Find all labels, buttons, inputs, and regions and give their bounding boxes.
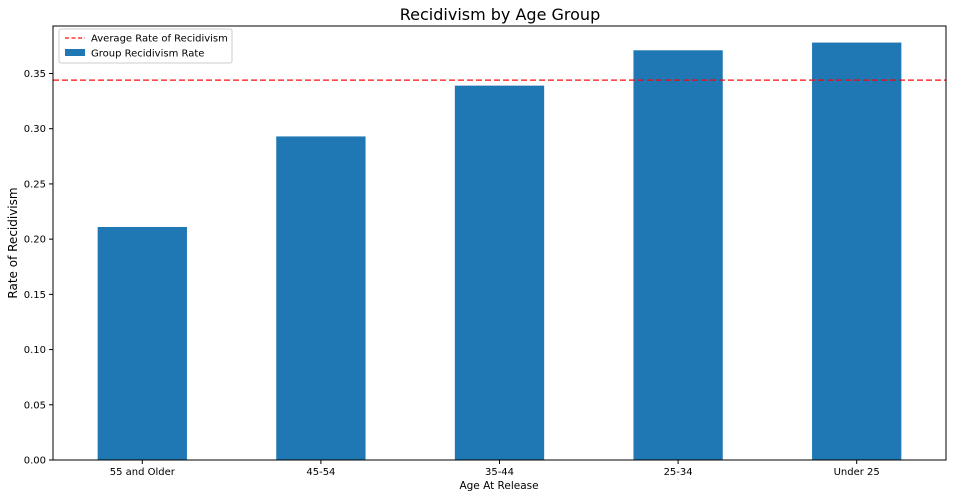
legend: Average Rate of Recidivism Group Recidivi… [58,28,233,64]
bar-3 [633,50,723,460]
bar-2 [454,85,545,460]
legend-label-average: Average Rate of Recidivism [91,34,228,45]
chart-title: Recidivism by Age Group [400,5,600,24]
y-tick-label-3: 0.15 [24,290,46,301]
y-tick-label-1: 0.05 [24,400,46,411]
y-axis-label: Rate of Recidivism [6,187,20,298]
x-tick-label-1: 45-54 [306,467,335,478]
y-tick-label-5: 0.25 [24,179,46,190]
bar-4 [812,42,902,461]
y-tick-label-2: 0.10 [24,345,46,356]
bar-0 [97,226,187,460]
legend-box [58,28,233,64]
x-tick-label-4: Under 25 [834,467,880,478]
y-tick-label-6: 0.30 [24,124,46,135]
y-tick-label-0: 0.00 [24,456,46,467]
x-tick-label-0: 55 and Older [110,467,176,478]
y-tick-label-4: 0.20 [24,235,46,246]
x-axis-label: Age At Release [459,480,538,492]
x-tick-label-2: 35-44 [485,467,514,478]
bar-1 [276,136,366,461]
legend-label-bars: Group Recidivism Rate [91,49,204,60]
plot-area: 0.00 0.05 0.10 0.15 0.20 0.25 0.30 0.35 55 and O… [24,25,947,478]
x-tick-label-3: 25-34 [664,467,693,478]
legend-swatch-bars [65,49,85,56]
y-tick-label-7: 0.35 [24,69,46,80]
